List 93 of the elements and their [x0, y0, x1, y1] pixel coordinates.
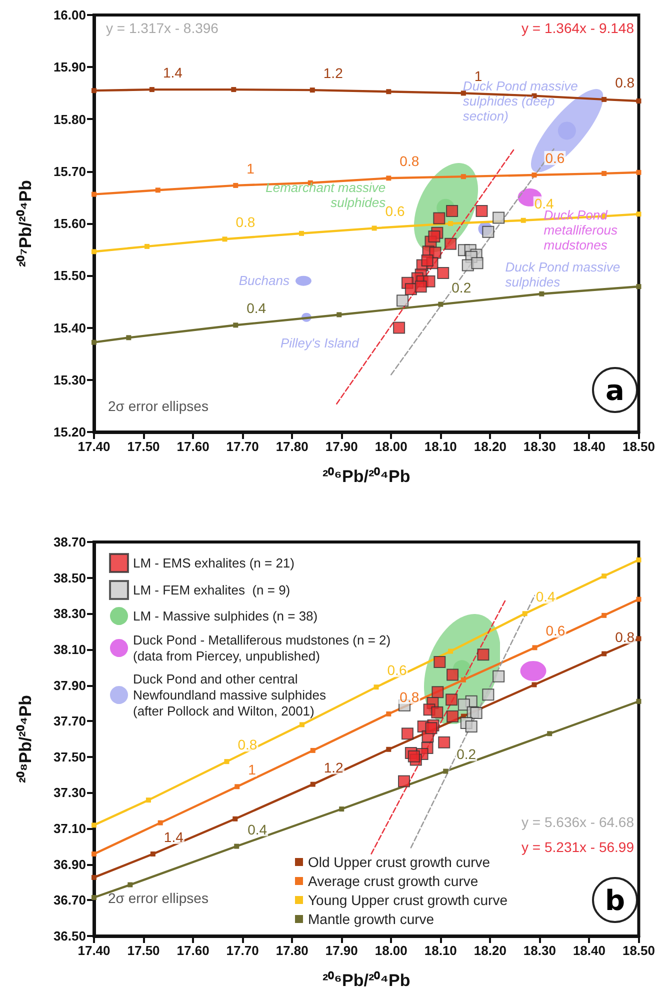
- y-tick-label: 38.50: [53, 570, 86, 586]
- annotation: 0.6: [545, 150, 565, 166]
- annotation: 2σ error ellipses: [108, 398, 208, 414]
- y-axis-title: ²⁰⁷Pb/²⁰⁴Pb: [16, 180, 35, 267]
- x-tick-label: 17.70: [226, 439, 259, 454]
- y-tick-label: 38.30: [53, 606, 86, 622]
- x-tick-label: 17.60: [176, 439, 210, 454]
- x-tick-label: 17.80: [276, 943, 308, 958]
- y-tick-label: 37.90: [53, 678, 86, 693]
- annotation: 0.6: [387, 662, 407, 678]
- x-tick-label: 18.10: [424, 943, 457, 958]
- annotation: 0.8: [236, 214, 256, 230]
- x-tick-label: 17.90: [325, 943, 358, 958]
- x-tick-label: 18.30: [523, 943, 556, 958]
- y-tick-label: 36.50: [53, 928, 86, 944]
- annotation: 1.4: [164, 828, 184, 845]
- annotation: 0.8: [615, 628, 635, 645]
- legend-label: Young Upper crust growth curve: [308, 892, 508, 908]
- annotation: 1.2: [324, 759, 344, 776]
- annotation: 1: [474, 68, 482, 84]
- annotation: 0.2: [452, 279, 472, 296]
- annotation: 0.8: [615, 74, 635, 90]
- legend-label: LM - FEM exhalites (n = 9): [133, 582, 290, 598]
- y-tick-label: 37.50: [53, 749, 86, 764]
- x-tick-label: 17.50: [127, 439, 160, 454]
- x-tick-label: 18.00: [374, 439, 408, 454]
- x-tick-label: 17.60: [176, 943, 210, 958]
- x-tick-label: 18.00: [374, 943, 408, 958]
- y-tick-label: 38.10: [53, 642, 86, 657]
- x-tick-label: 17.90: [325, 439, 358, 454]
- y-tick-label: 15.60: [53, 216, 86, 231]
- annotation: 0.4: [536, 588, 556, 605]
- legend-label: Duck Pond - Metalliferous mudstones (n = 2) (data from Piercey, unpublished): [133, 632, 391, 664]
- annotation: 1.2: [323, 65, 344, 82]
- annotation: y = 1.364x - 9.148: [522, 20, 634, 36]
- series-label: Buchans: [238, 272, 290, 288]
- series-label: Pilley's Island: [280, 335, 360, 350]
- x-tick-label: 17.50: [127, 943, 160, 958]
- x-tick-label: 18.40: [572, 943, 606, 958]
- text: Lemarchant massive sulphides: [266, 180, 386, 210]
- text: Duck Pond massive sulphides: [505, 260, 624, 290]
- y-tick-label: 15.70: [53, 164, 86, 179]
- annotation: y = 5.231x - 56.99: [522, 839, 634, 855]
- y-tick-label: 15.30: [53, 372, 86, 388]
- x-axis-title: ²⁰⁶Pb/²⁰⁴Pb: [322, 971, 410, 990]
- annotation: 1: [246, 160, 255, 176]
- y-tick-label: 15.40: [53, 320, 86, 336]
- y-tick-label: 36.90: [53, 856, 86, 872]
- x-tick-label: 17.70: [226, 943, 259, 958]
- y-tick-label: 38.70: [53, 534, 86, 550]
- legend-label: Average crust growth curve: [308, 873, 478, 889]
- x-tick-label: 17.80: [276, 439, 308, 454]
- y-tick-label: 15.80: [53, 112, 86, 127]
- annotation: 0.8: [238, 736, 258, 753]
- annotation: 0.4: [246, 300, 266, 316]
- x-tick-label: 18.20: [474, 943, 506, 958]
- y-axis-title: ²⁰⁸Pb/²⁰⁴Pb: [16, 695, 35, 783]
- x-tick-label: 18.50: [622, 943, 656, 958]
- y-tick-label: 15.20: [53, 424, 86, 440]
- y-tick-label: 16.00: [53, 8, 86, 22]
- y-tick-label: 37.30: [53, 785, 86, 800]
- legend-label: Old Upper crust growth curve: [308, 854, 490, 870]
- annotation: a: [592, 367, 638, 413]
- y-tick-label: 15.90: [53, 60, 86, 75]
- x-tick-label: 18.50: [622, 439, 656, 454]
- annotation: y = 1.317x - 8.396: [106, 20, 218, 36]
- x-axis-title: ²⁰⁶Pb/²⁰⁴Pb: [322, 467, 410, 486]
- x-tick-label: 17.40: [78, 439, 110, 454]
- y-tick-label: 15.50: [53, 268, 86, 284]
- x-tick-label: 18.20: [474, 439, 506, 454]
- y-tick-label: 36.70: [53, 892, 86, 908]
- x-tick-label: 18.30: [523, 439, 556, 454]
- annotation: 0.6: [385, 203, 405, 220]
- annotation: 0.8: [400, 153, 420, 170]
- annotation: b: [592, 877, 638, 923]
- annotation: 1.4: [162, 64, 183, 81]
- x-tick-label: 17.40: [78, 943, 110, 958]
- legend-label: LM - EMS exhalites (n = 21): [133, 556, 294, 570]
- annotation: y = 5.636x - 64.68: [522, 814, 634, 830]
- annotation: 0.6: [546, 622, 566, 639]
- legend-label: Duck Pond and other central Newfoundland massive sulphides (after Pollock and Wilton, 2001): [133, 672, 326, 718]
- x-tick-label: 18.40: [572, 439, 606, 454]
- legend-label: LM - Massive sulphides (n = 38): [133, 608, 318, 624]
- annotation: 0.4: [534, 195, 554, 212]
- y-tick-label: 37.70: [53, 714, 86, 729]
- annotation: 2σ error ellipses: [108, 890, 208, 906]
- legend-label: Mantle growth curve: [308, 911, 434, 927]
- annotation: 0.8: [400, 688, 420, 705]
- annotation: 0.4: [248, 821, 268, 838]
- x-tick-label: 18.10: [424, 439, 457, 454]
- y-tick-label: 37.10: [53, 821, 86, 836]
- annotation: 0.2: [456, 746, 476, 762]
- annotation: 1: [248, 762, 256, 778]
